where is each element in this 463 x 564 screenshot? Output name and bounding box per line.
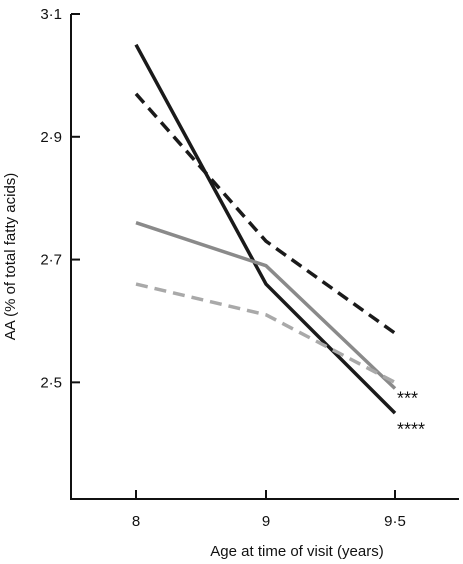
y-tick-label: 2·7 [40, 252, 62, 269]
x-axis-title: Age at time of visit (years) [210, 543, 383, 560]
y-tick-label: 2·5 [40, 374, 62, 391]
x-tick-label: 8 [132, 513, 140, 530]
series-line-3 [135, 221, 397, 390]
x-ticks: 8 9 9·5 [132, 490, 406, 530]
x-tick-label: 9 [262, 513, 270, 530]
y-axis-title: AA (% of total fatty acids) [2, 173, 19, 341]
significance-annotation: **** [397, 419, 425, 439]
y-tick-label: 3·1 [40, 6, 62, 23]
series-line-1 [134, 43, 397, 415]
y-tick-label: 2·9 [40, 129, 62, 146]
series-line-4 [135, 282, 396, 384]
x-tick-label: 9·5 [384, 513, 406, 530]
annotation-layer: ******* [397, 389, 425, 440]
series-layer [134, 43, 397, 415]
series-line-2 [134, 92, 397, 335]
significance-annotation: *** [397, 389, 418, 409]
y-ticks: 2·5 2·7 2·9 3·1 [40, 6, 80, 391]
